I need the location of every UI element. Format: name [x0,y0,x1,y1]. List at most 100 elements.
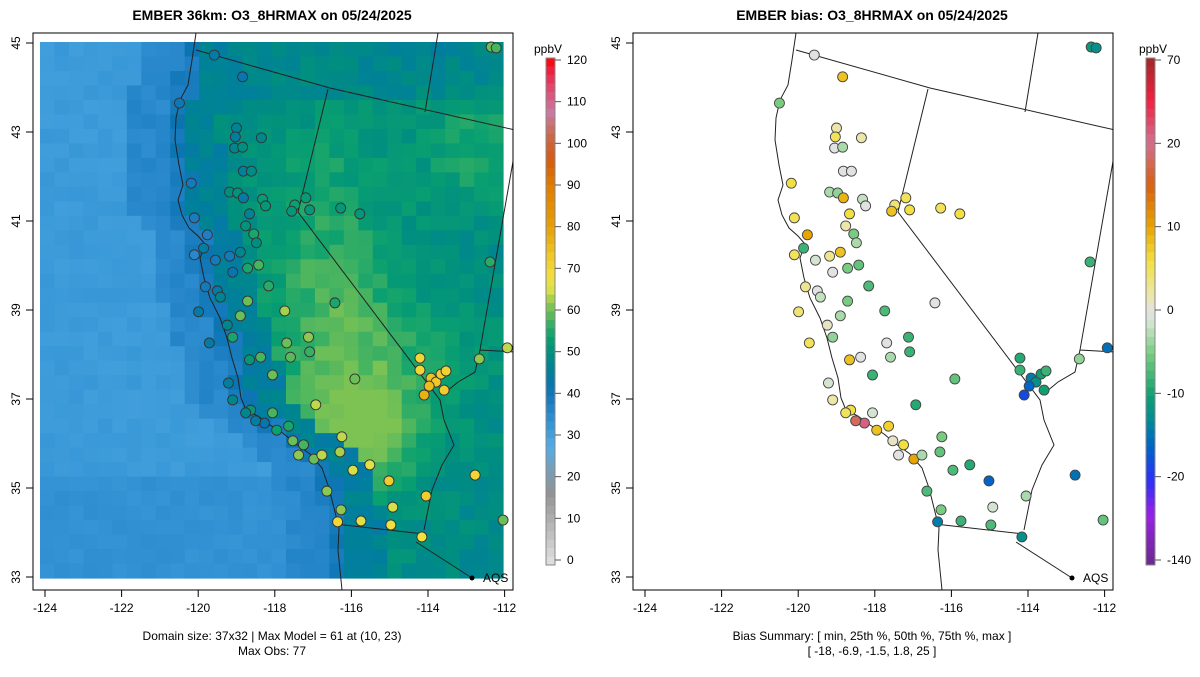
colorbar-segment [1146,58,1155,67]
model-cell [358,476,374,492]
model-cell [401,389,417,405]
colorbar-segment [546,269,555,279]
model-cell [430,302,446,318]
x-tick-label: -118 [263,601,286,615]
model-cell [314,186,330,202]
bias-station-marker [936,431,948,443]
colorbar-tick-label: 60 [567,303,581,317]
model-cell [83,346,99,362]
bias-station-marker [859,417,870,429]
model-cell [358,346,374,362]
model-cell [445,418,461,434]
bias-station-marker [844,208,855,220]
model-cell [474,273,490,289]
model-cell [401,331,417,347]
model-cell [242,549,258,565]
model-cell [474,433,490,449]
colorbar-tick-label: 40 [567,386,581,400]
bias-station-marker [788,249,800,261]
model-cell [387,418,403,434]
model-cell [155,505,171,521]
model-cell [416,215,432,231]
model-cell [358,360,374,376]
model-cell [329,143,345,159]
colorbar-segment [1146,438,1155,448]
model-cell [343,534,359,550]
model-cell [141,549,157,565]
model-cell [97,157,113,173]
obs-station-marker [293,449,304,461]
model-cell [213,56,229,72]
model-cell [97,404,113,420]
model-cell [68,317,85,333]
colorbar-segment [1146,142,1155,152]
model-cell [228,42,244,58]
model-cell [285,172,302,188]
model-cell [112,244,128,260]
obs-station-marker [334,446,346,458]
colorbar-segment [1146,522,1155,532]
bias-station-marker [1084,256,1096,268]
model-cell [40,42,56,58]
model-cell [459,201,475,217]
model-cell [170,230,186,246]
model-cell [358,70,374,87]
model-cell [97,42,113,58]
model-cell [387,534,403,550]
model-cell [184,563,200,579]
model-cell [242,563,258,579]
model-cell [387,157,403,173]
model-cell [329,186,345,202]
model-cell [184,230,200,246]
model-cell [300,85,316,101]
colorbar-tick-label: 80 [567,220,581,234]
model-cell [285,476,302,492]
model-cell [54,389,70,405]
model-cell [358,273,374,289]
model-cell [401,433,417,449]
model-cell [372,375,388,391]
model-cell [488,346,504,362]
model-cell [300,360,316,376]
model-cell [416,244,432,260]
model-cell [300,56,316,72]
model-cell [459,491,475,507]
model-cell [416,331,432,347]
obs-station-marker [193,306,205,318]
obs-station-marker [298,439,309,451]
model-cell [387,128,403,145]
model-cell [141,215,157,231]
model-cell [126,491,142,507]
model-cell [242,56,258,72]
colorbar-segment [546,463,555,473]
model-cell [314,360,330,376]
model-cell [228,201,244,217]
model-cell [170,56,186,72]
model-cell [445,201,461,217]
model-cell [300,288,316,304]
model-cell [54,375,70,391]
model-cell [170,389,186,405]
model-cell [271,99,287,116]
obs-station-marker [469,469,481,481]
y-tick-label: 41 [9,214,23,228]
model-cell [126,404,142,420]
bias-station-marker [834,246,846,258]
model-cell [271,114,287,130]
model-cell [83,201,99,217]
colorbar-segment [546,438,555,448]
obs-station-marker [484,256,496,268]
state-border [934,523,1025,535]
model-cell [358,317,374,333]
model-cell [97,520,113,536]
model-cell [387,143,403,159]
model-cell [199,85,215,101]
model-cell [170,534,186,550]
obs-station-marker [240,407,252,419]
obs-station-marker [234,246,246,258]
colorbar-tick-label: -140 [1167,553,1191,567]
model-cell [112,85,128,101]
model-cell [97,215,113,231]
model-cell [372,389,388,405]
